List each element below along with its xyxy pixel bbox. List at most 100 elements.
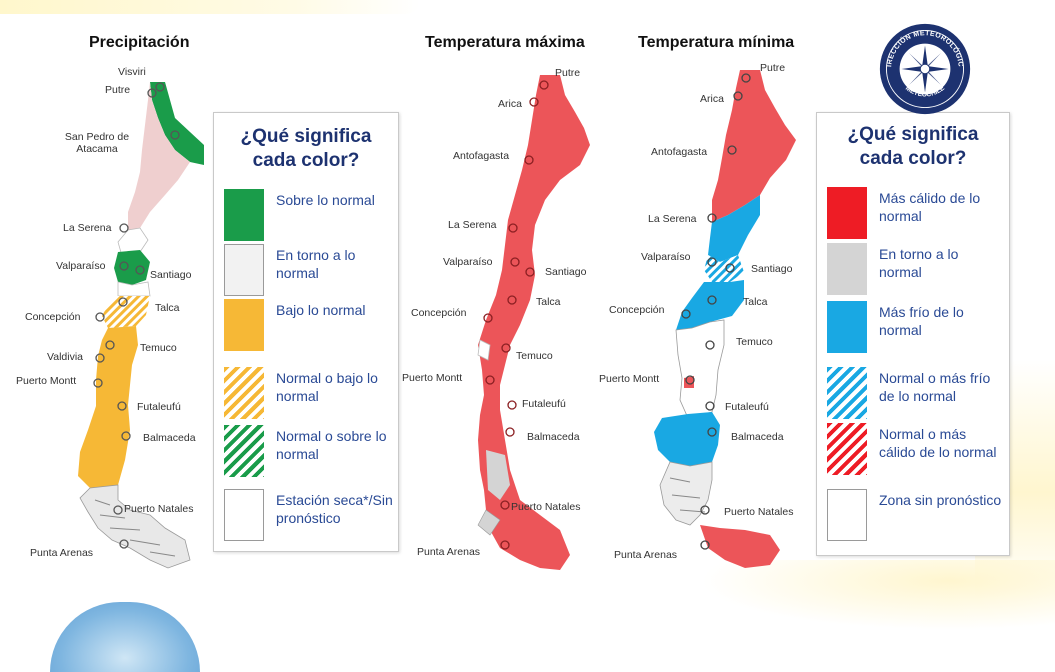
legend-label: Zona sin pronóstico: [879, 492, 1002, 508]
city-label: La Serena: [448, 219, 497, 231]
city-label: Putre: [760, 62, 786, 74]
legend-label: Sobre lo normal: [276, 192, 375, 208]
tmax-region-white-1: [477, 339, 491, 361]
city-label: La Serena: [648, 213, 697, 225]
city-label: Talca: [743, 296, 768, 308]
city-label: Puerto Montt: [402, 372, 463, 384]
legend-label: Más frío de lo normal: [879, 304, 964, 338]
city-label: Temuco: [736, 336, 773, 348]
legend-label: Estación seca*/Sin pronóstico: [276, 492, 393, 526]
city-label: La Serena: [63, 222, 112, 234]
tmax-region-grey-patagonia: [477, 509, 501, 536]
precip-region-central-green: [114, 250, 150, 285]
tmin-region-blue-south: [654, 412, 720, 466]
city-label: Puerto Natales: [511, 501, 581, 513]
legend-swatch: [224, 489, 264, 541]
legend-swatch: [827, 423, 867, 475]
legend-swatch: [827, 243, 867, 295]
tmin-region-red-point: [684, 376, 694, 388]
tmin-region-white: [675, 319, 725, 419]
forecast-maps: [78, 70, 796, 570]
city-label: Futaleufú: [725, 401, 769, 413]
city-label: Visviri: [118, 66, 146, 78]
city-label: Talca: [155, 302, 180, 314]
precip-region-south-orange: [78, 326, 138, 488]
precip-region-maule-hatch: [102, 296, 150, 328]
precipitacion-legend: ¿Qué significa cada color? Sobre lo norm…: [213, 112, 399, 552]
temperatura-minima-map: [654, 70, 796, 568]
legend-label: Normal o más cálido de lo normal: [879, 426, 997, 460]
meteochile-seal-logo: DIRECCIÓN METEOROLÓGICA METEOCHILE: [878, 22, 971, 115]
tmin-region-blue-hatch: [704, 255, 744, 282]
tmin-region-south-red: [700, 525, 780, 568]
precip-region-patagonia: [79, 484, 191, 569]
city-label: Valparaíso: [443, 256, 493, 268]
city-label: Arica: [498, 98, 522, 110]
temperatura-maxima-map: [477, 75, 590, 570]
city-label: San Pedro de Atacama: [64, 131, 130, 155]
city-label: Punta Arenas: [614, 549, 678, 561]
city-label: Concepción: [609, 304, 665, 316]
background-swoosh-top: [0, 0, 420, 14]
legend-label: En torno a lo normal: [879, 246, 959, 280]
precip-region-north-green: [150, 82, 204, 165]
city-label: Puerto Natales: [724, 506, 794, 518]
city-label: Valparaíso: [56, 260, 106, 272]
precipitacion-map: [78, 82, 204, 569]
city-label: Concepción: [411, 307, 467, 319]
legend-swatch: [827, 489, 867, 541]
temperatura-maxima-title: Temperatura máxima: [425, 34, 585, 51]
city-label: Temuco: [516, 350, 553, 362]
tmax-region-grey-south: [486, 450, 510, 500]
city-label: Talca: [536, 296, 561, 308]
legend-swatch: [224, 244, 264, 296]
city-label: Puerto Natales: [124, 503, 194, 515]
legend-heading: ¿Qué significa cada color?: [240, 126, 372, 171]
precipitacion-title: Precipitación: [89, 34, 190, 51]
legend-heading: ¿Qué significa cada color?: [847, 124, 979, 169]
city-label: Balmaceda: [143, 432, 196, 444]
temperatura-minima-title: Temperatura mínima: [638, 34, 795, 51]
tmin-region-patagonia-grey: [659, 461, 713, 526]
legend-label: Más cálido de lo normal: [879, 190, 981, 224]
legend-label: En torno a lo normal: [276, 247, 356, 281]
tmin-region-north-red: [712, 70, 796, 222]
city-label: Antofagasta: [453, 150, 510, 162]
city-label: Puerto Montt: [16, 375, 77, 387]
legend-label: Normal o sobre lo normal: [276, 428, 387, 462]
city-label: Putre: [105, 84, 131, 96]
temperatura-legend: ¿Qué significa cada color? Más cálido de…: [816, 112, 1010, 556]
city-label: Santiago: [545, 266, 587, 278]
city-label: Futaleufú: [137, 401, 181, 413]
tmax-region-red: [478, 75, 590, 570]
legend-swatch: [224, 299, 264, 351]
city-label: Temuco: [140, 342, 177, 354]
legend-swatch: [224, 367, 264, 419]
city-label: Balmaceda: [731, 431, 784, 443]
city-label: Valdivia: [47, 351, 83, 363]
tmin-region-blue-north: [708, 195, 760, 262]
legend-label: Bajo lo normal: [276, 302, 366, 318]
legend-swatch: [827, 187, 867, 239]
legend-swatch: [224, 425, 264, 477]
legend-label: Normal o bajo lo normal: [276, 370, 378, 404]
legend-swatch: [224, 189, 264, 241]
city-label: Balmaceda: [527, 431, 580, 443]
legend-label: Normal o más frío de lo normal: [879, 370, 991, 404]
city-label: Valparaíso: [641, 251, 691, 263]
city-label: Punta Arenas: [30, 547, 94, 559]
precip-region-desert-dry: [128, 82, 190, 230]
city-label: Concepción: [25, 311, 81, 323]
precip-region-central-white: [117, 281, 151, 297]
legend-swatch: [827, 301, 867, 353]
background-swoosh-bottom: [700, 560, 1055, 630]
city-label: Antofagasta: [651, 146, 708, 158]
city-label: Santiago: [751, 263, 793, 275]
tmin-region-blue-central: [676, 280, 744, 330]
legend-swatch: [827, 367, 867, 419]
city-label: Arica: [700, 93, 724, 105]
city-label: Punta Arenas: [417, 546, 481, 558]
city-label: Putre: [555, 67, 581, 79]
city-label: Santiago: [150, 269, 192, 281]
city-label: Puerto Montt: [599, 373, 660, 385]
